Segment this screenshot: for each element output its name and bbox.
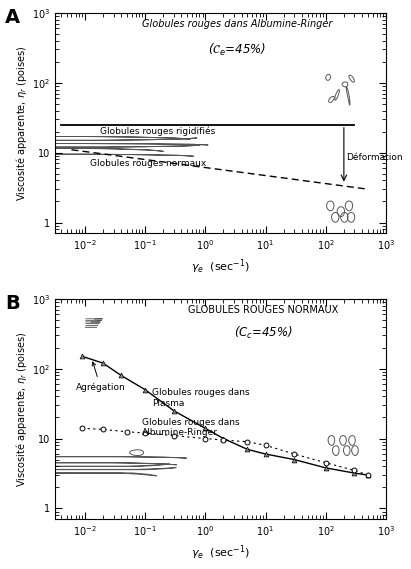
Text: GLOBULES ROUGES NORMAUX: GLOBULES ROUGES NORMAUX <box>188 306 339 315</box>
Text: Globules rouges dans Albumine-Ringer: Globules rouges dans Albumine-Ringer <box>142 19 332 30</box>
Text: A: A <box>5 9 20 27</box>
X-axis label: $\gamma_e$  (sec$^{-1}$): $\gamma_e$ (sec$^{-1}$) <box>191 543 250 562</box>
Text: Globules rouges normaux: Globules rouges normaux <box>90 159 206 168</box>
Text: ($\mathcal{C}_e$=45%): ($\mathcal{C}_e$=45%) <box>208 42 266 57</box>
Text: Déformation: Déformation <box>346 153 402 162</box>
Y-axis label: Viscosité apparente, $\eta_r$ (poises): Viscosité apparente, $\eta_r$ (poises) <box>14 331 29 486</box>
Y-axis label: Viscosité apparente, $\eta_r$ (poises): Viscosité apparente, $\eta_r$ (poises) <box>14 46 29 201</box>
Text: Globules rouges rigidifiés: Globules rouges rigidifiés <box>100 127 215 137</box>
Text: Agrégation: Agrégation <box>76 362 125 391</box>
Text: ($C_c$=45%): ($C_c$=45%) <box>234 325 293 341</box>
Text: B: B <box>5 294 20 314</box>
X-axis label: $\gamma_e$  (sec$^{-1}$): $\gamma_e$ (sec$^{-1}$) <box>191 258 250 276</box>
Text: Globules rouges dans
Albumine-Ringer: Globules rouges dans Albumine-Ringer <box>142 418 240 437</box>
Text: Globules rouges dans
Plasma: Globules rouges dans Plasma <box>152 388 249 408</box>
